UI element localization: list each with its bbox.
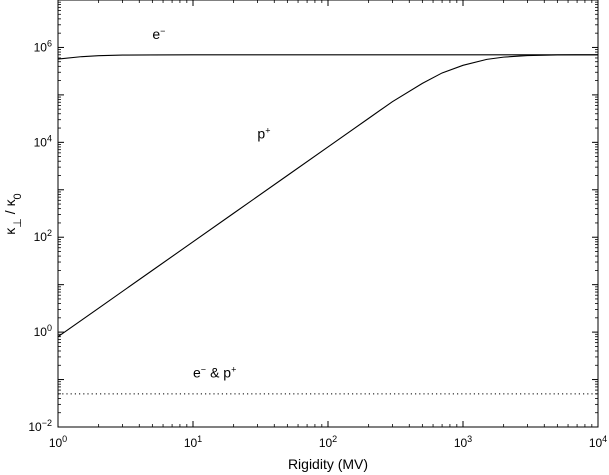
y-tick-label: 106 <box>34 38 52 54</box>
y-tick-label: 10−2 <box>28 418 52 434</box>
y-tick-label: 100 <box>34 323 52 339</box>
plot-frame <box>57 0 599 428</box>
y-tick-label: 102 <box>34 228 52 244</box>
y-label-sub-zero: 0 <box>12 193 24 199</box>
y-label-slash: / κ <box>2 198 18 218</box>
x-tick-label: 101 <box>184 434 202 450</box>
y-axis-label: κ⊥ / κ0 <box>2 193 24 234</box>
x-tick-label: 100 <box>49 434 67 450</box>
series-line-0 <box>57 54 598 60</box>
series-label-0: e− <box>152 26 165 42</box>
x-tick-label: 104 <box>589 434 607 450</box>
y-label-kappa-perp: κ <box>2 227 18 235</box>
x-axis-label: Rigidity (MV) <box>288 456 368 472</box>
y-label-sub-perp: ⊥ <box>12 218 24 228</box>
x-tick-label: 103 <box>454 434 472 450</box>
series-label-2: e− & p+ <box>193 365 236 381</box>
x-tick-label: 102 <box>319 434 337 450</box>
series-label-1: p+ <box>257 126 270 142</box>
series-line-1 <box>57 54 598 338</box>
y-tick-label: 104 <box>34 133 52 149</box>
